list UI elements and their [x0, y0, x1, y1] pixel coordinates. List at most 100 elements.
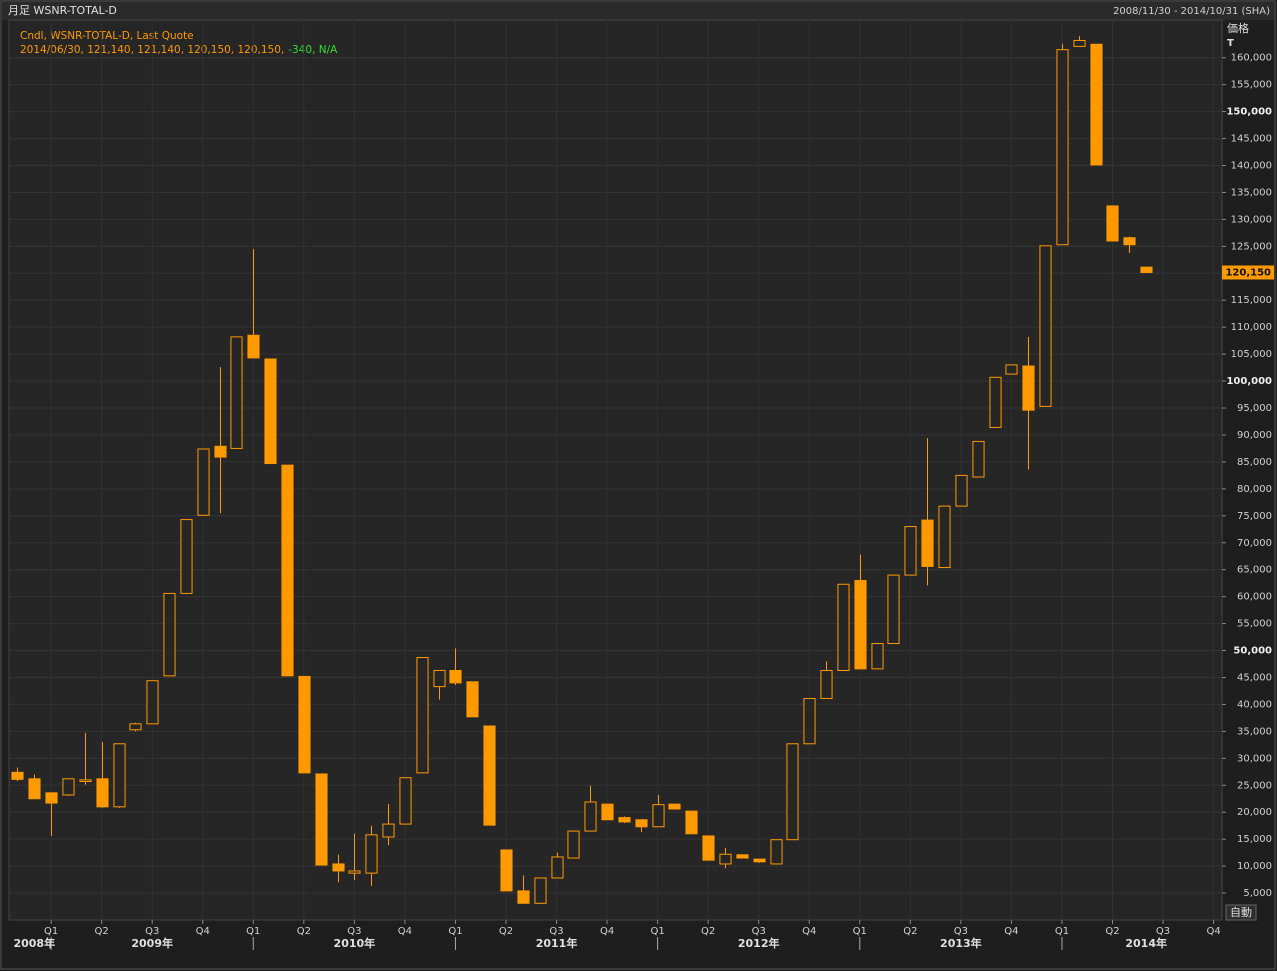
candle-body-down — [483, 725, 496, 826]
y-tick-label: 130,000 — [1231, 214, 1272, 225]
candle-body-up — [786, 743, 799, 841]
x-tick-label: Q3 — [145, 926, 159, 937]
x-tick-label: Q2 — [499, 926, 513, 937]
x-tick-label: Q4 — [1004, 926, 1018, 937]
y-tick-label: 135,000 — [1231, 187, 1272, 198]
auto-button-label[interactable]: 自動 — [1230, 905, 1252, 919]
candle-body-up — [433, 669, 446, 688]
x-tick-label: Q4 — [600, 926, 614, 937]
legend-change: -340, N/A — [288, 44, 338, 56]
candle-body-down — [601, 803, 614, 821]
x-tick-label: Q3 — [549, 926, 563, 937]
y-tick-label: 125,000 — [1231, 241, 1272, 252]
candle-body-up — [348, 870, 361, 874]
y-tick-label: 150,000 — [1226, 107, 1272, 118]
candle-body-down — [466, 681, 479, 718]
y-tick-label: 10,000 — [1237, 861, 1272, 872]
candle-body-up — [1056, 49, 1069, 246]
candle-body-down — [1140, 266, 1153, 273]
auto-button[interactable] — [1225, 904, 1257, 921]
candle-body-up — [79, 779, 92, 782]
candle-body-down — [1090, 43, 1103, 166]
last-price-tag — [1222, 265, 1274, 280]
year-label: 2012年 — [738, 936, 780, 950]
candle-body-up — [955, 474, 968, 507]
y-tick-label: 155,000 — [1231, 80, 1272, 91]
candle-body-down — [1106, 205, 1119, 242]
y-tick-label: 45,000 — [1237, 672, 1272, 683]
candle-body-down — [685, 810, 698, 835]
legend-title: Cndl, WSNR-TOTAL-D, Last Quote — [20, 30, 194, 42]
y-axis-label: 価格 — [1227, 21, 1249, 35]
x-tick-label: Q3 — [954, 926, 968, 937]
y-tick-label: 60,000 — [1237, 592, 1272, 603]
y-tick-label: 115,000 — [1231, 295, 1272, 306]
y-axis-unit: T — [1227, 38, 1234, 49]
candle-body-up — [113, 743, 126, 808]
candle-body-down — [668, 803, 681, 810]
candle-body-up — [989, 376, 1002, 428]
candle-body-up — [416, 657, 429, 774]
candle-body-up — [1073, 39, 1086, 47]
candle-body-up — [887, 574, 900, 645]
year-label: 2013年 — [940, 936, 982, 950]
candle-body-up — [803, 698, 816, 745]
candle-body-down — [1022, 365, 1035, 411]
header-bar — [2, 2, 1274, 20]
candle-body-down — [45, 792, 58, 804]
x-tick-label: Q2 — [701, 926, 715, 937]
candle-body-up — [652, 804, 665, 828]
year-label: 2011年 — [536, 936, 578, 950]
candle-body-down — [618, 817, 631, 823]
year-label: 2009年 — [131, 936, 173, 950]
candle-body-up — [871, 643, 884, 670]
x-tick-label: Q1 — [448, 926, 462, 937]
y-tick-label: 50,000 — [1233, 646, 1272, 657]
y-tick-label: 140,000 — [1231, 161, 1272, 172]
candle-body-up — [1039, 245, 1052, 407]
x-tick-label: Q2 — [1105, 926, 1119, 937]
y-tick-label: 80,000 — [1237, 484, 1272, 495]
candle-body-down — [736, 854, 749, 859]
candle-body-down — [96, 778, 109, 808]
y-tick-label: 75,000 — [1237, 511, 1272, 522]
candle-body-down — [28, 778, 41, 800]
candle-body-up — [938, 505, 951, 569]
x-tick-label: Q4 — [1206, 926, 1220, 937]
candle-body-down — [517, 890, 530, 904]
candle-body-down — [635, 819, 648, 828]
x-tick-label: Q3 — [1156, 926, 1170, 937]
y-tick-label: 160,000 — [1231, 53, 1272, 64]
y-tick-label: 90,000 — [1237, 430, 1272, 441]
candle-body-up — [399, 777, 412, 825]
y-tick-label: 30,000 — [1237, 753, 1272, 764]
plot-area — [8, 19, 1223, 921]
candle-body-up — [163, 592, 176, 677]
candle-body-down — [449, 669, 462, 684]
candle-body-down — [264, 358, 277, 465]
y-tick-label: 100,000 — [1226, 376, 1272, 387]
candle-body-up — [820, 669, 833, 700]
candle-body-up — [534, 877, 547, 904]
x-tick-label: Q4 — [196, 926, 210, 937]
year-label: 2014年 — [1125, 936, 1167, 950]
candle-body-up — [719, 853, 732, 865]
candle-body-up — [904, 526, 917, 576]
x-tick-label: Q1 — [44, 926, 58, 937]
y-tick-label: 40,000 — [1237, 699, 1272, 710]
y-tick-label: 105,000 — [1231, 349, 1272, 360]
candle-body-down — [315, 773, 328, 866]
candle-body-up — [382, 823, 395, 838]
candle-body-up — [230, 336, 243, 449]
y-tick-label: 5,000 — [1243, 888, 1272, 899]
x-tick-label: Q2 — [95, 926, 109, 937]
y-tick-label: 15,000 — [1237, 834, 1272, 845]
y-tick-label: 85,000 — [1237, 457, 1272, 468]
y-tick-label: 95,000 — [1237, 403, 1272, 414]
candle-body-down — [1123, 237, 1136, 246]
candle-body-down — [753, 858, 766, 863]
candle-body-down — [298, 675, 311, 774]
